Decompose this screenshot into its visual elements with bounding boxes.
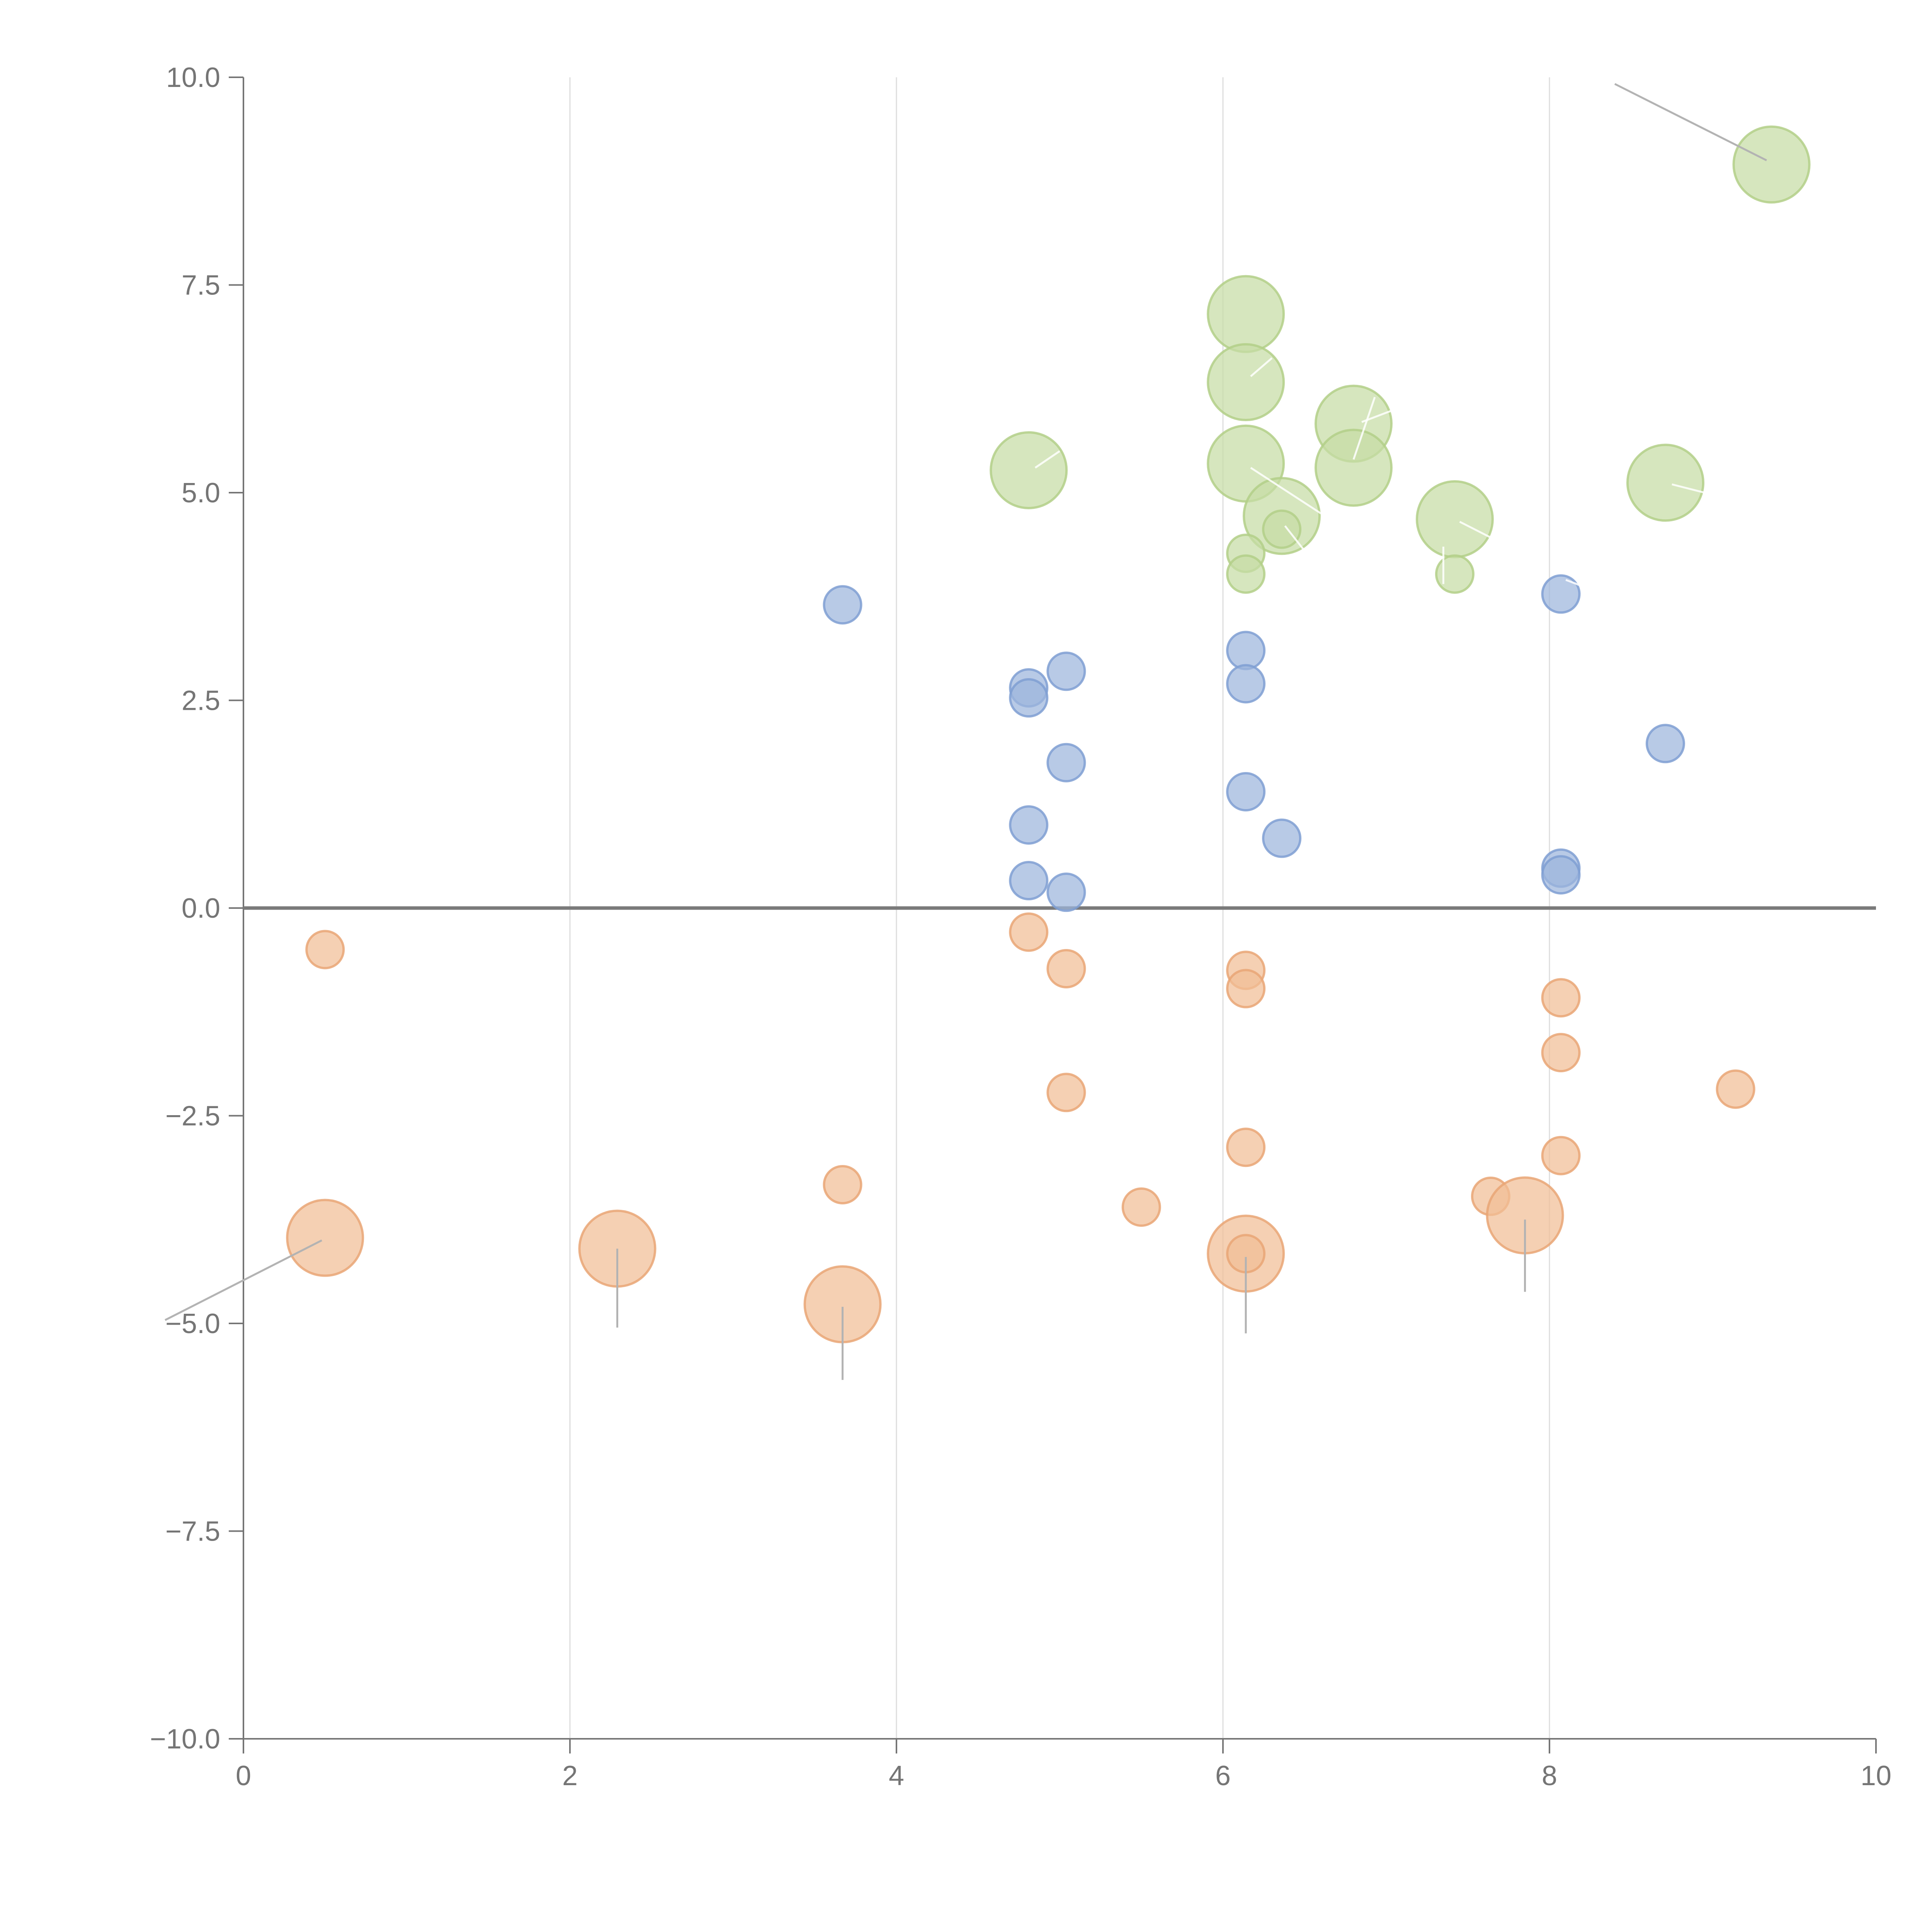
bubble-orange-5 [1009,912,1049,952]
bubble-green-9 [1415,480,1494,558]
y-tick-label: 2.5 [182,685,220,716]
bubble-blue-15 [1541,855,1581,895]
x-tick-label: 8 [1542,1760,1557,1791]
x-tick-label: 0 [236,1760,251,1791]
x-tick-label: 6 [1215,1760,1231,1791]
bubble-blue-13 [1645,724,1685,764]
bubble-blue-7 [1046,872,1086,912]
bubble-green-6 [1315,429,1393,507]
leader-line-7 [1250,357,1273,377]
x-tick-label: 4 [889,1760,904,1791]
leader-line-12 [1459,521,1493,539]
bubble-orange-10 [1226,969,1266,1009]
y-tick-label: −10.0 [150,1724,220,1755]
bubble-blue-4 [1046,743,1086,782]
bubble-blue-11 [1262,818,1302,858]
bubble-green-0 [1732,125,1811,204]
bubble-blue-5 [1009,805,1049,845]
bubble-orange-19 [1716,1069,1755,1109]
bubble-blue-12 [1541,574,1581,614]
y-tick-label: −7.5 [165,1516,220,1547]
leader-line-8 [1250,467,1321,514]
leader-line-14 [1565,579,1599,594]
bubble-blue-6 [1009,861,1049,901]
bubble-orange-1 [286,1199,364,1277]
annotation-leader-lines [165,83,1767,1380]
bubble-blue-10 [1226,772,1266,811]
bubble-blue-2 [1009,678,1049,718]
leader-line-9 [1352,396,1376,460]
y-tick-label: 0.0 [182,893,220,924]
bubble-orange-6 [1046,949,1086,988]
x-tick-label: 10 [1861,1760,1891,1791]
axes [229,77,1877,1753]
bubble-green-13 [1435,554,1475,594]
bubble-orange-3 [823,1165,862,1204]
x-tick-label: 2 [562,1760,578,1791]
bubble-green-4 [990,431,1068,509]
bubble-orange-0 [305,930,345,969]
leader-line-13 [1672,483,1705,494]
bubbles [286,125,1811,1344]
bubble-orange-8 [1121,1187,1161,1227]
bubble-green-2 [1207,343,1285,422]
tick-labels: 10.0 7.5 5.0 2.5 0.0 −2.5 −5.0 −7.5 −10.0 0 2 4 6 8 10 [150,62,1891,1791]
y-tick-label: −2.5 [165,1101,220,1132]
y-tick-label: 5.0 [182,478,220,509]
bubble-green-10 [1262,509,1302,549]
bubble-orange-11 [1226,1128,1266,1167]
bubble-blue-0 [823,585,862,625]
bubble-blue-3 [1046,651,1086,691]
bubble-orange-7 [1046,1073,1086,1112]
leader-line-6 [1034,450,1060,469]
bubble-green-1 [1207,275,1285,353]
bubble-orange-18 [1541,1136,1581,1175]
bubble-blue-8 [1226,631,1266,670]
leader-line-11 [1284,525,1306,552]
y-tick-label: 7.5 [182,270,220,301]
bubble-green-12 [1226,554,1266,594]
leader-line-0 [1614,83,1767,162]
y-tick-label: 10.0 [166,62,220,93]
bubble-green-7 [1626,444,1704,522]
leader-line-1 [165,1239,322,1321]
bubble-blue-9 [1226,664,1266,704]
bubble-orange-16 [1541,978,1581,1018]
y-tick-label: −5.0 [165,1308,220,1339]
bubble-orange-17 [1541,1033,1581,1073]
leader-line-10 [1361,408,1395,423]
